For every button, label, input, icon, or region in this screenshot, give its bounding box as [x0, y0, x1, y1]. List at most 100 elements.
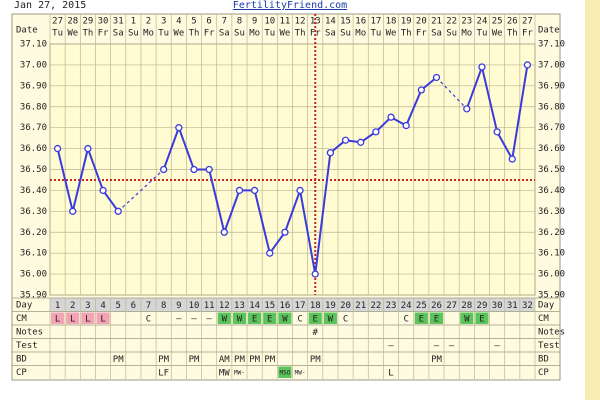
temperature-point [114, 207, 122, 215]
cell-highlight [475, 312, 489, 324]
chart-date: Jan 27, 2015 [14, 0, 86, 11]
cell-text: 20 [340, 301, 351, 311]
cell-text: PM [264, 355, 275, 365]
date-label: 25 [492, 17, 503, 27]
temperature-point [508, 155, 516, 163]
temperature-point [250, 186, 259, 195]
cell-text: 22 [370, 301, 381, 311]
date-label-right: Date [538, 26, 560, 36]
cell-highlight [429, 312, 444, 324]
cell-text: E [419, 314, 424, 324]
temperature-point [326, 149, 335, 157]
weekday-label: Th [507, 29, 518, 39]
cell-text: 12 [219, 301, 230, 311]
date-label: 17 [370, 17, 381, 27]
cell-text: PM [189, 355, 200, 365]
row-label: Notes [16, 327, 43, 337]
row-label-right: Notes [538, 327, 565, 337]
gap-connector [117, 169, 165, 212]
row-label: Day [16, 300, 33, 310]
cell-highlight [248, 312, 262, 324]
date-label: 27 [52, 17, 63, 27]
row-label-right: Test [538, 341, 560, 351]
cell-text: 29 [477, 301, 488, 311]
weekday-label: Su [446, 29, 457, 39]
date-label: 29 [82, 17, 93, 27]
cell-highlight [81, 312, 95, 324]
y-tick-label-right: 37.00 [538, 60, 565, 70]
cell-text: W [328, 314, 334, 324]
date-label: 16 [355, 17, 366, 27]
weekday-label: Th [189, 29, 200, 39]
temperature-point [402, 121, 410, 130]
weekday-label: We [386, 29, 397, 39]
weekday-label: Sa [219, 29, 230, 39]
weekday-label: Su [128, 29, 139, 39]
y-tick-label-right: 36.60 [538, 144, 565, 154]
y-tick-label: 36.20 [20, 228, 47, 238]
weekday-label: Tu [52, 29, 63, 39]
cell-text: E [479, 314, 484, 324]
row-label-right: CP [538, 368, 549, 378]
temperature-point [175, 124, 183, 132]
cell-text: – [388, 341, 394, 351]
cell-text: MW [219, 368, 230, 378]
date-label: 28 [67, 17, 78, 27]
y-tick-label-right: 36.00 [538, 270, 565, 280]
date-label: 12 [295, 17, 306, 27]
site-link[interactable]: FertilityFriend.com [233, 0, 347, 11]
weekday-label: Th [82, 29, 93, 39]
cell-highlight [460, 312, 474, 324]
temperature-point [69, 207, 77, 215]
cell-text: – [206, 314, 212, 324]
cell-text: E [252, 314, 257, 324]
y-tick-label: 37.00 [20, 60, 47, 70]
date-label: 21 [431, 17, 442, 27]
cell-text: 16 [280, 301, 291, 311]
y-tick-label-right: 36.70 [538, 123, 565, 133]
cell-text: LF [158, 368, 169, 378]
temperature-point [235, 186, 244, 195]
cell-highlight [263, 312, 277, 324]
cell-text: 2 [70, 301, 75, 311]
weekday-label: Sa [113, 29, 124, 39]
weekday-label: Th [401, 29, 412, 39]
cell-text: # [313, 328, 319, 338]
edge-strip [585, 0, 600, 400]
y-tick-label-right: 36.10 [538, 249, 565, 259]
weekday-label: Fr [310, 29, 321, 39]
cell-highlight [278, 312, 292, 324]
y-tick-label: 36.70 [20, 123, 47, 133]
y-tick-label-right: 36.20 [538, 228, 565, 238]
cell-text: 11 [204, 301, 215, 311]
cell-text: E [313, 314, 318, 324]
cell-text: W [222, 314, 228, 324]
cell-text: C [403, 314, 408, 324]
cell-text: L [55, 314, 60, 324]
cell-text: W [464, 314, 470, 324]
y-tick-label-right: 36.40 [538, 186, 565, 196]
temperature-point [205, 165, 213, 174]
weekday-label: Tu [477, 29, 488, 39]
cell-text: MSO [280, 369, 291, 376]
cell-text: 4 [100, 301, 105, 311]
cell-highlight [217, 312, 231, 324]
cell-text: 10 [189, 301, 200, 311]
weekday-label: Mo [143, 29, 154, 39]
weekday-label: We [67, 29, 78, 39]
cell-text: 6 [131, 301, 136, 311]
date-label: 20 [416, 17, 427, 27]
date-label: 15 [340, 17, 351, 27]
row-label: CP [16, 368, 27, 378]
temperature-point [357, 138, 365, 146]
weekday-label: Mo [249, 29, 260, 39]
cell-highlight [232, 312, 247, 324]
date-label: Date [16, 26, 38, 36]
y-tick-label: 36.30 [20, 207, 47, 217]
cell-text: MW- [234, 369, 245, 376]
y-tick-label: 36.90 [20, 81, 47, 91]
y-tick-label: 37.10 [20, 40, 47, 50]
cell-text: 23 [386, 301, 397, 311]
temperature-point [220, 228, 228, 236]
